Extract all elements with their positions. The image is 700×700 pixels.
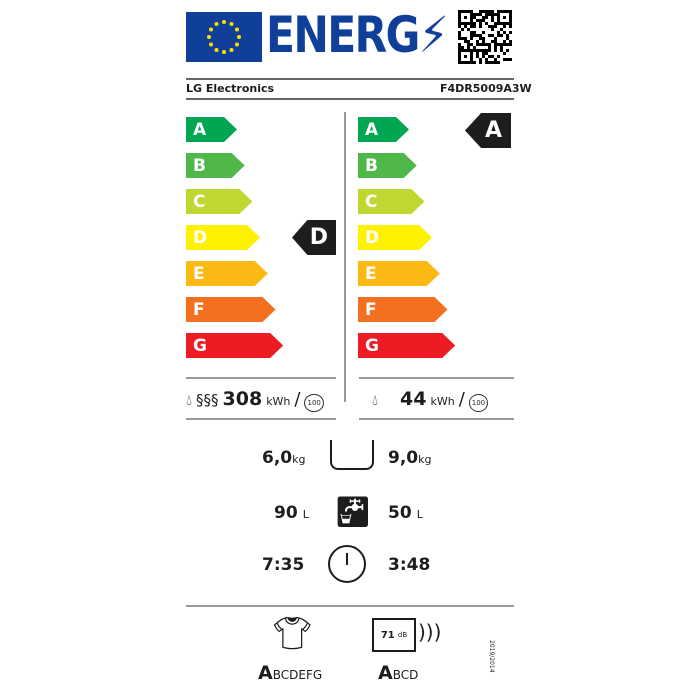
energy-word: ENERG bbox=[266, 6, 420, 64]
eu-star bbox=[234, 27, 239, 32]
energy-class-bar-b: B bbox=[186, 153, 245, 178]
eu-star bbox=[229, 22, 234, 27]
energy-class-bar-e: E bbox=[186, 261, 268, 286]
left-energy-value: 308 bbox=[222, 388, 263, 410]
right-class-indicator: A bbox=[465, 113, 511, 148]
eu-star bbox=[229, 47, 234, 52]
left-energy-row: 💧︎ §§§ 308 kWh /100 bbox=[186, 388, 324, 412]
energy-class-bar-g: G bbox=[358, 333, 455, 358]
divider bbox=[344, 112, 346, 402]
eu-star bbox=[214, 22, 219, 27]
cycles-icon: 100 bbox=[468, 394, 489, 412]
energy-class-bar-a: A bbox=[358, 117, 409, 142]
right-energy-row: 💧︎ 44 kWh /100 bbox=[372, 388, 489, 412]
qr-code bbox=[458, 10, 512, 64]
right-energy-unit: kWh bbox=[430, 395, 455, 408]
eu-star bbox=[207, 35, 211, 39]
wash-duration: 7:35 bbox=[262, 555, 305, 575]
noise-icon: 71 dB bbox=[372, 618, 416, 652]
right-energy-value: 44 bbox=[400, 388, 427, 410]
energy-class-bar-c: C bbox=[358, 189, 424, 214]
energy-title: ENERG⚡ bbox=[266, 6, 449, 64]
eu-star bbox=[222, 20, 226, 24]
dry-duration: 3:48 bbox=[388, 555, 431, 575]
eu-star bbox=[209, 27, 214, 32]
energy-class-bar-d: D bbox=[358, 225, 432, 250]
energy-class-bar-c: C bbox=[186, 189, 252, 214]
water-drop-icon: 💧︎ bbox=[186, 391, 193, 409]
energy-class-bar-b: B bbox=[358, 153, 417, 178]
eu-star bbox=[209, 42, 214, 47]
eu-star bbox=[234, 42, 239, 47]
cycles-icon: 100 bbox=[304, 394, 324, 412]
heat-icon: §§§ bbox=[196, 391, 219, 409]
energy-class-bar-g: G bbox=[186, 333, 283, 358]
wash-water: 90 L bbox=[274, 503, 309, 523]
eu-star bbox=[222, 50, 226, 54]
left-class-indicator: D bbox=[292, 220, 336, 255]
noise-class-scale: ABCD bbox=[378, 662, 419, 684]
water-drop-icon: 💧︎ bbox=[372, 391, 379, 409]
eu-star bbox=[237, 35, 241, 39]
eu-star bbox=[214, 47, 219, 52]
regulation-number: 2019/2014 bbox=[488, 640, 495, 673]
left-energy-unit: kWh bbox=[266, 395, 291, 408]
energy-class-bar-f: F bbox=[186, 297, 276, 322]
wash-capacity: 6,0kg bbox=[262, 448, 306, 468]
laundry-basket-icon bbox=[330, 440, 374, 470]
water-tap-icon: 🚰︎ bbox=[334, 495, 373, 530]
supplier-name: LG Electronics bbox=[186, 82, 275, 95]
lightning-icon: ⚡ bbox=[418, 6, 449, 64]
energy-class-bar-a: A bbox=[186, 117, 237, 142]
energy-class-bar-f: F bbox=[358, 297, 448, 322]
energy-class-bar-e: E bbox=[358, 261, 440, 286]
energy-class-bar-d: D bbox=[186, 225, 260, 250]
spin-class-scale: ABCDEFG bbox=[258, 662, 323, 684]
spin-drying-icon: 👕︎ bbox=[272, 614, 313, 652]
eu-flag bbox=[186, 12, 262, 62]
sound-waves-icon: ))) bbox=[418, 620, 442, 644]
dry-water: 50 L bbox=[388, 503, 423, 523]
clock-icon bbox=[328, 545, 366, 583]
dry-capacity: 9,0kg bbox=[388, 448, 432, 468]
model-id: F4DR5009A3W bbox=[440, 82, 532, 95]
